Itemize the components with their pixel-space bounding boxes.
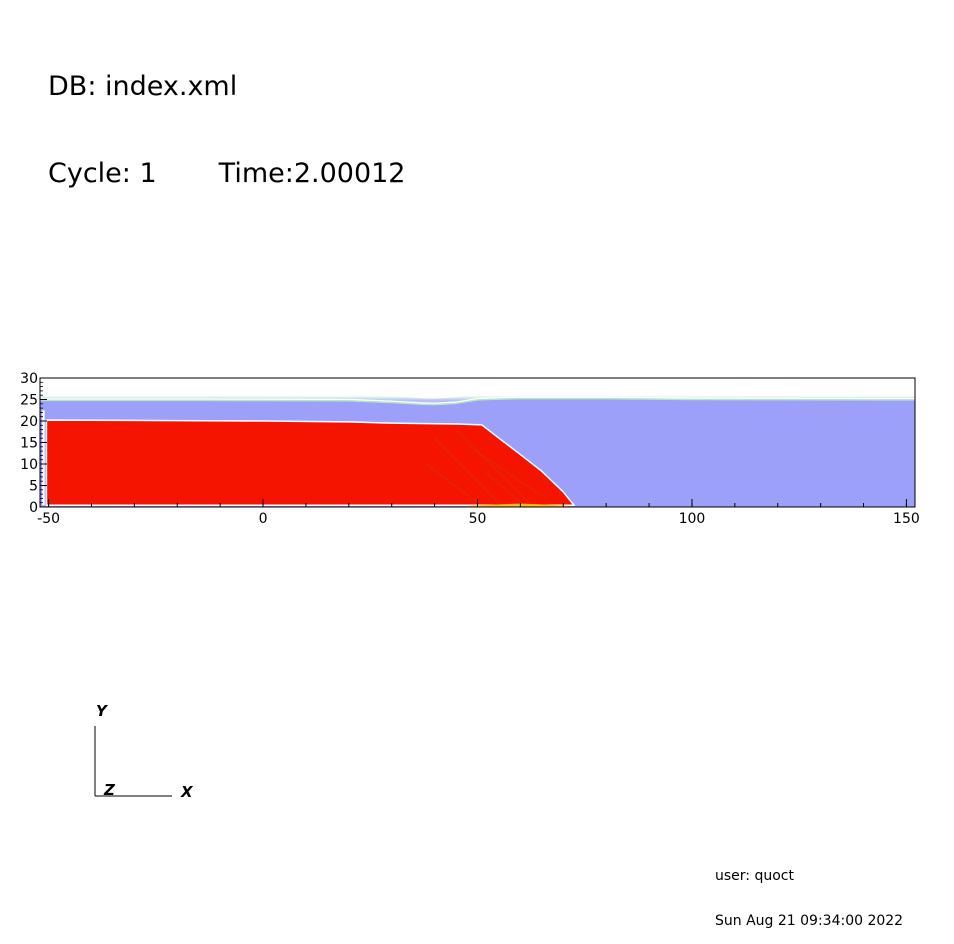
- x-tick-label: 0: [259, 511, 268, 527]
- x-tick-label: 150: [893, 511, 920, 527]
- cycle-label: Cycle: 1: [48, 158, 157, 189]
- axis-triad: Y Z X: [94, 702, 194, 801]
- y-tick-label: 15: [20, 436, 38, 452]
- series-solid-streak: [485, 471, 522, 504]
- header-annotation: DB: index.xml Cycle: 1 Time:2.00012: [48, 14, 405, 217]
- cycle-time-row: Cycle: 1 Time:2.00012: [48, 159, 405, 188]
- y-tick-label: 20: [20, 414, 38, 430]
- triad-z-label: Z: [103, 781, 116, 799]
- series-water-surface-line: [40, 397, 916, 406]
- series-solid-region: [45, 419, 576, 507]
- series-solid-streak: [455, 428, 530, 504]
- series-solid-streak: [433, 437, 500, 504]
- y-tick-label: 10: [20, 457, 38, 473]
- y-tick-label: 25: [20, 393, 38, 409]
- series-solid-streak: [468, 445, 547, 500]
- x-tick-label: 100: [679, 511, 706, 527]
- series-solid-streak: [425, 463, 479, 504]
- series-surface-band: [40, 392, 916, 403]
- x-tick-label: 50: [469, 511, 487, 527]
- plot-area: [40, 378, 916, 507]
- triad-y-label: Y: [96, 702, 109, 720]
- time-label: Time:2.00012: [218, 158, 406, 189]
- series-base-layer: [468, 503, 568, 507]
- x-tick-label: -50: [37, 511, 60, 527]
- y-tick-label: 5: [29, 479, 38, 495]
- y-tick-label: 0: [29, 500, 38, 516]
- db-label: DB: index.xml: [48, 71, 238, 102]
- y-tick-label: 30: [20, 371, 38, 387]
- user-label: user: quoct: [715, 868, 794, 884]
- triad-x-label: X: [180, 783, 194, 801]
- user-info: user: quoct Sun Aug 21 09:34:00 2022: [715, 839, 903, 944]
- date-label: Sun Aug 21 09:34:00 2022: [715, 913, 904, 929]
